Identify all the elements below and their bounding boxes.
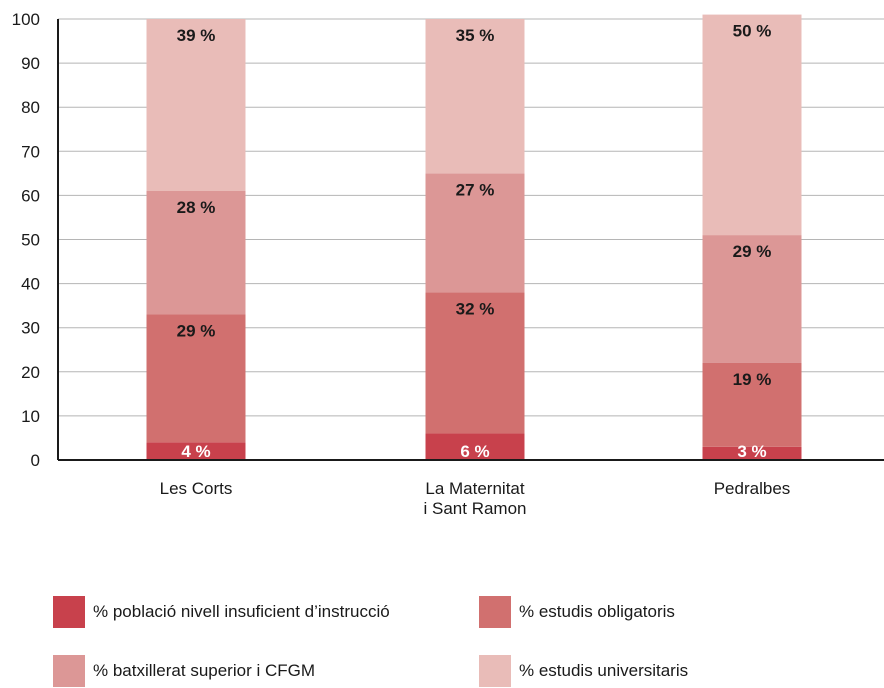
bar-segment: [702, 14, 802, 236]
bar-segment: [702, 446, 802, 460]
x-category-label: Pedralbes: [714, 479, 791, 498]
axes: [57, 19, 884, 461]
bar-segment: [425, 433, 525, 460]
data-label: 3 %: [737, 442, 766, 461]
y-tick-label: 70: [21, 142, 40, 161]
data-label: 32 %: [456, 299, 495, 318]
bar-segment: [146, 19, 246, 191]
bar-segment: [425, 292, 525, 434]
bar-segment: [146, 442, 246, 460]
data-label: 4 %: [181, 442, 210, 461]
y-tick-label: 50: [21, 231, 40, 250]
data-label: 29 %: [177, 321, 216, 340]
bar-segment: [146, 314, 246, 443]
x-category-label: Les Corts: [160, 479, 233, 498]
y-tick-label: 20: [21, 363, 40, 382]
data-label: 35 %: [456, 26, 495, 45]
y-axis-ticks: 0 10 20 30 40 50 60 70 80 90 100: [12, 10, 40, 470]
bar-segment: [425, 173, 525, 293]
x-category-label: La Maternitat: [425, 479, 524, 498]
data-label: 19 %: [733, 370, 772, 389]
data-label: 6 %: [460, 442, 489, 461]
bar-segment: [702, 362, 802, 447]
data-label: 28 %: [177, 198, 216, 217]
bars: [146, 14, 802, 460]
bar-segment: [146, 190, 246, 315]
y-tick-label: 60: [21, 186, 40, 205]
x-category-label: i Sant Ramon: [424, 499, 527, 518]
bar-segment: [425, 19, 525, 174]
y-tick-label: 10: [21, 407, 40, 426]
y-tick-label: 0: [31, 451, 40, 470]
data-label: 29 %: [733, 242, 772, 261]
bar-segment: [702, 235, 802, 363]
y-tick-label: 40: [21, 275, 40, 294]
data-label: 50 %: [733, 22, 772, 41]
y-tick-label: 100: [12, 10, 40, 29]
data-label: 39 %: [177, 26, 216, 45]
data-labels: 4 % 29 % 28 % 39 % 6 % 32 % 27 % 35 % 3 % 19 % 29 …: [177, 22, 772, 461]
y-tick-label: 30: [21, 319, 40, 338]
y-tick-label: 80: [21, 98, 40, 117]
data-label: 27 %: [456, 180, 495, 199]
y-tick-label: 90: [21, 54, 40, 73]
